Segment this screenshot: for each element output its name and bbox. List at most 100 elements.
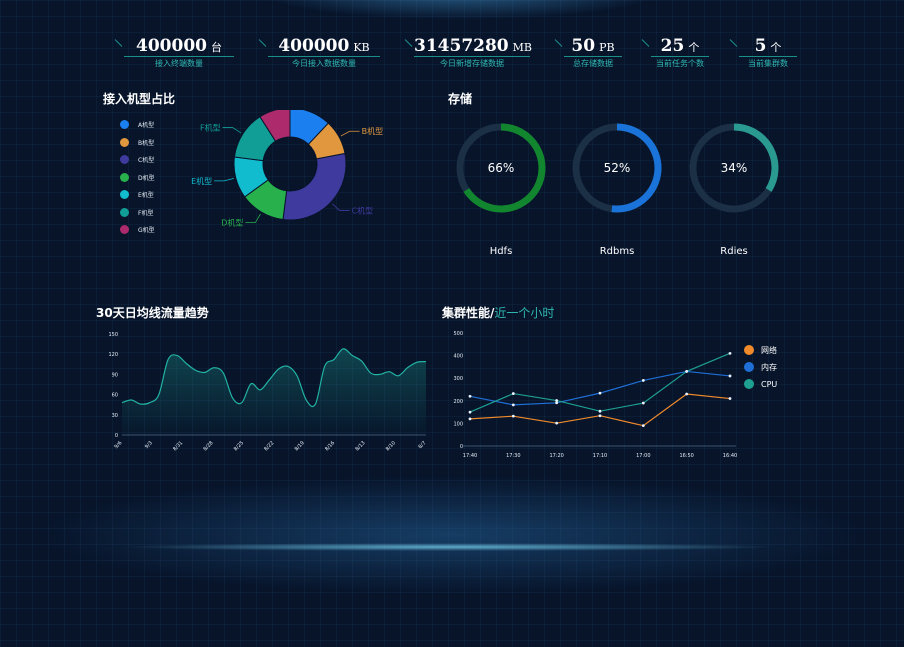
line-y-tick: 100 — [453, 421, 463, 427]
area-x-tick: 8/13 — [354, 440, 366, 452]
line-legend-dot — [744, 345, 754, 355]
legend-item-g[interactable]: G机型 — [120, 221, 155, 239]
stat-unit: KB — [353, 41, 370, 54]
legend-label: C机型 — [138, 157, 155, 165]
line-point — [728, 374, 732, 378]
stat-label: 今日新增存储数据 — [440, 59, 504, 68]
line-x-tick: 16:50 — [679, 453, 693, 459]
legend-item-e[interactable]: E机型 — [120, 186, 155, 204]
line-point — [728, 397, 732, 400]
pie-label: E机型 — [191, 176, 212, 186]
gauge-arc-rdbms — [611, 123, 662, 213]
line-point — [511, 403, 515, 407]
legend-dot — [120, 155, 129, 165]
stat-value: 31457280 — [414, 36, 509, 56]
gauge-arc-hdfs — [463, 123, 546, 213]
gauge-percent: 52% — [604, 161, 631, 175]
line-legend-label: 网络 — [761, 345, 777, 355]
pie-leader-line — [222, 127, 242, 134]
pie-leader-line — [332, 203, 350, 211]
gauge-name: Rdies — [720, 246, 747, 257]
cluster-title-sub: 近一个小时 — [494, 306, 555, 320]
pie-slice-c — [282, 152, 347, 221]
legend-dot — [120, 207, 129, 217]
stat-value: 25 — [660, 36, 685, 56]
line-point — [641, 379, 645, 382]
pie-slice-g — [259, 110, 291, 142]
area-x-tick: 8/10 — [385, 440, 397, 452]
area-y-tick: 0 — [115, 433, 118, 439]
line-point — [468, 410, 472, 414]
stat-value: 5 — [754, 36, 767, 56]
bottom-glow-line — [120, 543, 780, 551]
legend-item-a[interactable]: A机型 — [120, 116, 155, 134]
pie-legend: A机型 B机型 C机型 D机型 E机型 F机型 G机型 — [120, 116, 155, 239]
stat-label: 总存储数据 — [573, 59, 613, 68]
area-y-tick: 30 — [112, 413, 118, 419]
line-legend-dot — [744, 362, 754, 372]
legend-label: D机型 — [138, 174, 155, 182]
stat-unit: 台 — [210, 41, 222, 54]
stat-label: 今日接入数据数量 — [292, 59, 356, 68]
stat-new-storage: 31457280 MB 今日新增存储数据 — [404, 36, 532, 69]
line-x-tick: 17:20 — [549, 453, 563, 459]
stat-label: 接入终端数量 — [155, 59, 203, 68]
cluster-title-main: 集群性能/ — [442, 306, 495, 320]
legend-item-c[interactable]: C机型 — [120, 151, 155, 169]
area-x-tick: 8/16 — [324, 440, 336, 452]
line-y-tick: 0 — [460, 444, 463, 450]
gauge-percent: 34% — [721, 161, 748, 175]
stat-value: 400000 — [278, 36, 350, 56]
stat-label: 当前集群数 — [748, 59, 788, 68]
top-glow — [250, 0, 670, 20]
legend-item-f[interactable]: F机型 — [120, 204, 155, 222]
line-x-tick: 17:40 — [463, 453, 477, 459]
line-point — [641, 401, 645, 405]
legend-label: E机型 — [138, 192, 154, 200]
gauge-name: Hdfs — [490, 246, 513, 257]
area-x-tick: 8/28 — [202, 440, 214, 452]
area-x-tick: 8/31 — [172, 440, 184, 452]
legend-item-b[interactable]: B机型 — [120, 134, 155, 152]
area-line — [121, 348, 427, 408]
line-x-tick: 17:30 — [506, 453, 520, 459]
stat-value: 400000 — [136, 36, 207, 56]
legend-item-d[interactable]: D机型 — [120, 169, 155, 187]
stat-value: 50 — [571, 36, 596, 56]
pie-leader-line — [214, 178, 234, 182]
pie-leader-line — [245, 213, 261, 223]
storage-gauges: 66% Hdfs 52% Rdbms 34% Rdies — [456, 123, 779, 257]
gauge-arc-rdies — [733, 123, 779, 192]
stat-unit: 个 — [770, 41, 782, 54]
line-legend-label: CPU — [761, 380, 777, 389]
legend-dot — [120, 190, 129, 200]
stat-data-count: 400000 KB 今日接入数据数量 — [258, 36, 380, 69]
pie-label: F机型 — [200, 123, 221, 133]
area-y-tick: 60 — [112, 393, 118, 399]
stat-total-storage: 50 PB 总存储数据 — [554, 36, 622, 69]
area-x-tick: 9/3 — [144, 440, 154, 450]
line-x-tick: 16:40 — [723, 453, 737, 459]
line-point — [511, 392, 515, 395]
line-y-tick: 200 — [453, 399, 463, 405]
legend-label: A机型 — [138, 122, 155, 130]
line-point — [555, 401, 559, 405]
line-series-1 — [469, 370, 731, 406]
pie-title: 接入机型占比 — [103, 92, 176, 106]
stat-unit: PB — [599, 41, 615, 54]
pie-label: C机型 — [352, 206, 374, 216]
storage-title: 存储 — [448, 92, 473, 106]
line-legend-dot — [744, 379, 754, 389]
cluster-line-chart: 0 100 200 300 400 500 17:40 17:30 17:20 17:10 17:0… — [453, 331, 777, 459]
legend-label: F机型 — [138, 209, 154, 217]
line-y-tick: 300 — [453, 376, 463, 382]
area-x-tick: 8/25 — [233, 440, 245, 452]
area-y-tick: 150 — [108, 332, 118, 338]
line-x-tick: 17:00 — [636, 453, 650, 459]
stat-tasks: 25 个 当前任务个数 — [641, 36, 709, 69]
pie-leader-line — [340, 130, 360, 137]
stat-terminals: 400000 台 接入终端数量 — [114, 36, 234, 69]
